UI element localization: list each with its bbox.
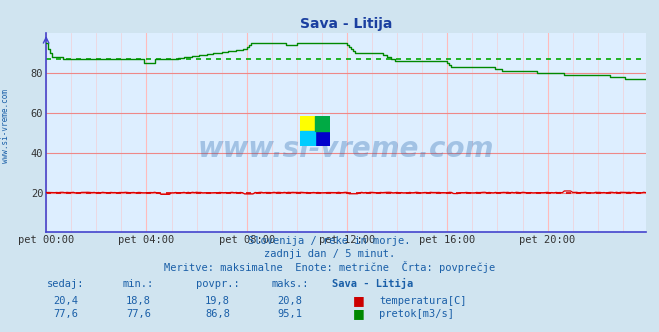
Text: Slovenija / reke in morje.: Slovenija / reke in morje. [248,236,411,246]
Text: 20,4: 20,4 [53,296,78,306]
Text: Meritve: maksimalne  Enote: metrične  Črta: povprečje: Meritve: maksimalne Enote: metrične Črta… [164,261,495,273]
Text: 18,8: 18,8 [126,296,151,306]
Text: 19,8: 19,8 [205,296,230,306]
Text: 95,1: 95,1 [277,309,302,319]
Text: 86,8: 86,8 [205,309,230,319]
Text: 20,8: 20,8 [277,296,302,306]
Bar [315,131,330,146]
Text: zadnji dan / 5 minut.: zadnji dan / 5 minut. [264,249,395,259]
Text: www.si-vreme.com: www.si-vreme.com [1,89,10,163]
Text: ■: ■ [353,294,365,307]
Text: sedaj:: sedaj: [47,279,84,289]
Text: min.:: min.: [123,279,154,289]
Text: temperatura[C]: temperatura[C] [379,296,467,306]
Bar [300,116,315,131]
Text: 77,6: 77,6 [53,309,78,319]
Text: 77,6: 77,6 [126,309,151,319]
Text: www.si-vreme.com: www.si-vreme.com [198,135,494,163]
Text: maks.:: maks.: [272,279,308,289]
Bar [300,131,315,146]
Text: pretok[m3/s]: pretok[m3/s] [379,309,454,319]
Text: povpr.:: povpr.: [196,279,239,289]
Title: Sava - Litija: Sava - Litija [300,17,392,31]
Text: ■: ■ [353,307,365,320]
Text: Sava - Litija: Sava - Litija [331,278,413,289]
Bar [315,116,330,131]
